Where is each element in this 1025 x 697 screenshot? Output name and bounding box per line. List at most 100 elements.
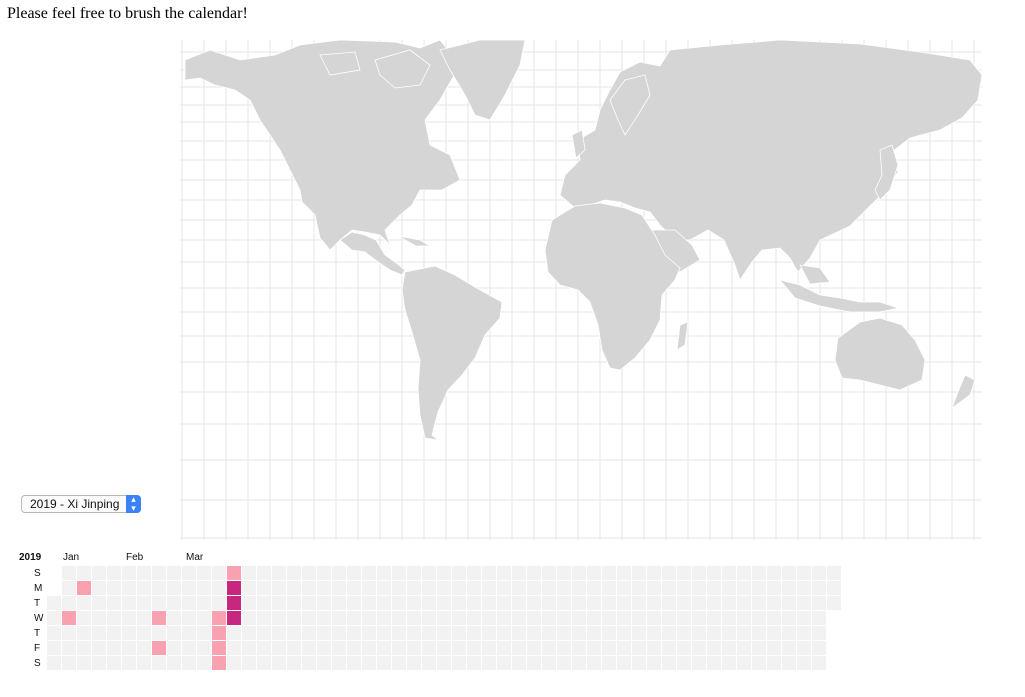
calendar-day-cell[interactable] [527,641,541,655]
calendar-day-cell[interactable] [167,596,181,610]
calendar-day-cell[interactable] [77,611,91,625]
calendar-day-cell[interactable] [632,581,646,595]
calendar-day-cell[interactable] [692,626,706,640]
calendar-day-cell[interactable] [692,641,706,655]
calendar-day-cell[interactable] [362,611,376,625]
calendar-day-cell[interactable] [287,581,301,595]
calendar-day-cell[interactable] [362,641,376,655]
calendar-day-cell[interactable] [242,626,256,640]
calendar-day-cell[interactable] [242,581,256,595]
calendar-day-cell[interactable] [797,566,811,580]
calendar-day-cell[interactable] [572,566,586,580]
calendar-day-cell[interactable] [452,596,466,610]
calendar-day-cell[interactable] [452,656,466,670]
land-australia[interactable] [834,317,926,391]
calendar-day-cell[interactable] [557,641,571,655]
calendar-day-cell[interactable] [617,581,631,595]
calendar-day-cell[interactable] [242,596,256,610]
calendar-day-cell[interactable] [467,566,481,580]
calendar-day-cell[interactable] [752,626,766,640]
calendar-day-cell[interactable] [107,641,121,655]
calendar-day-cell[interactable] [452,611,466,625]
calendar-day-cell[interactable] [407,626,421,640]
calendar-day-cell[interactable] [707,566,721,580]
calendar-day-cell[interactable] [482,581,496,595]
calendar-day-cell[interactable] [242,611,256,625]
map-landmasses[interactable] [184,40,982,441]
calendar-day-cell[interactable] [827,566,841,580]
calendar-day-cell[interactable] [647,626,661,640]
calendar-day-cell[interactable] [152,656,166,670]
calendar-day-cell[interactable] [557,596,571,610]
calendar-day-cell[interactable] [767,656,781,670]
calendar-day-cell[interactable] [797,581,811,595]
calendar-day-cell[interactable] [782,581,796,595]
calendar-day-cell[interactable] [752,566,766,580]
calendar-day-cell[interactable] [347,566,361,580]
land-new-zealand[interactable] [951,374,976,410]
calendar-day-cell[interactable] [62,656,76,670]
calendar-day-cell[interactable] [797,626,811,640]
calendar-day-cell[interactable] [587,581,601,595]
calendar-day-cell[interactable] [467,656,481,670]
calendar-day-cell[interactable] [197,656,211,670]
calendar-day-cell[interactable] [212,611,226,625]
calendar-day-cell[interactable] [272,641,286,655]
calendar-day-cell[interactable] [287,611,301,625]
land-caribbean[interactable] [397,235,432,247]
calendar-day-cell[interactable] [542,581,556,595]
calendar-day-cell[interactable] [662,566,676,580]
calendar-day-cell[interactable] [62,566,76,580]
calendar-day-cell[interactable] [317,596,331,610]
calendar-day-cell[interactable] [317,611,331,625]
calendar-day-cell[interactable] [62,641,76,655]
calendar-day-cell[interactable] [797,641,811,655]
calendar-day-cell[interactable] [92,611,106,625]
calendar-day-cell[interactable] [422,566,436,580]
calendar-day-cell[interactable] [752,641,766,655]
calendar-day-cell[interactable] [512,626,526,640]
calendar-day-cell[interactable] [167,656,181,670]
calendar-day-cell[interactable] [317,581,331,595]
calendar-day-cell[interactable] [602,566,616,580]
calendar-day-cell[interactable] [767,581,781,595]
calendar-day-cell[interactable] [137,566,151,580]
calendar-day-cell[interactable] [317,656,331,670]
calendar-day-cell[interactable] [482,626,496,640]
calendar-day-cell[interactable] [137,656,151,670]
calendar-day-cell[interactable] [587,641,601,655]
calendar-day-cell[interactable] [227,581,241,595]
calendar-day-cell[interactable] [317,566,331,580]
calendar-day-cell[interactable] [422,641,436,655]
calendar-day-cell[interactable] [482,611,496,625]
calendar-day-cell[interactable] [497,641,511,655]
calendar-day-cell[interactable] [347,581,361,595]
calendar-day-cell[interactable] [197,641,211,655]
calendar-day-cell[interactable] [137,641,151,655]
calendar-day-cell[interactable] [602,641,616,655]
calendar-day-cell[interactable] [542,596,556,610]
calendar-day-cell[interactable] [392,566,406,580]
calendar-day-cell[interactable] [647,566,661,580]
calendar-day-cell[interactable] [227,566,241,580]
calendar-day-cell[interactable] [557,581,571,595]
calendar-day-cell[interactable] [257,596,271,610]
calendar-day-cell[interactable] [197,626,211,640]
calendar-day-cell[interactable] [197,611,211,625]
calendar-day-cell[interactable] [347,626,361,640]
calendar-day-cell[interactable] [572,581,586,595]
calendar-day-cell[interactable] [107,596,121,610]
land-japan[interactable] [874,144,899,201]
calendar-day-cell[interactable] [662,596,676,610]
calendar-day-cell[interactable] [542,626,556,640]
calendar-day-cell[interactable] [47,626,61,640]
calendar-day-cell[interactable] [422,581,436,595]
calendar-day-cell[interactable] [287,596,301,610]
calendar-day-cell[interactable] [137,581,151,595]
calendar-day-cell[interactable] [122,596,136,610]
calendar-day-cell[interactable] [167,626,181,640]
calendar-day-cell[interactable] [752,581,766,595]
calendar-day-cell[interactable] [152,596,166,610]
calendar-day-cell[interactable] [392,641,406,655]
